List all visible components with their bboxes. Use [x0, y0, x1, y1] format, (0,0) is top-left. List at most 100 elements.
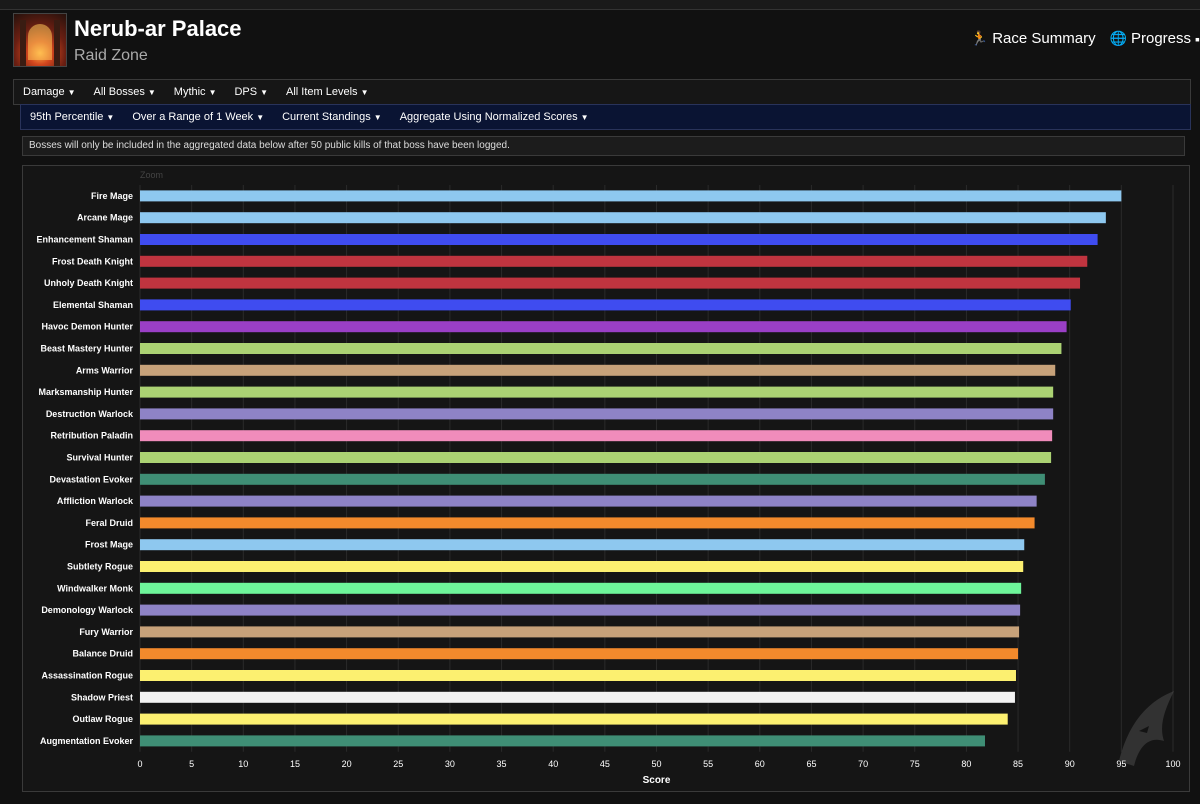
- bar-chart: Zoom 0 5 10 15 20 25 30 35 40 45 50 55 60 65 70 75 80 85 90…: [36, 170, 1180, 786]
- bar[interactable]: [140, 343, 1062, 354]
- category-label: Fury Warrior: [79, 627, 133, 637]
- bar[interactable]: [140, 364, 1056, 376]
- category-label: Survival Hunter: [66, 453, 133, 463]
- metric-dropdown[interactable]: Damage ▼: [23, 86, 76, 98]
- x-tick-label: 35: [497, 759, 507, 769]
- percentile-dropdown[interactable]: 95th Percentile ▼: [30, 111, 115, 123]
- x-tick-label: 25: [393, 759, 403, 769]
- caret-down-icon: ▼: [67, 88, 76, 97]
- category-label: Outlaw Rogue: [73, 714, 134, 724]
- bar[interactable]: [140, 299, 1071, 311]
- bar[interactable]: [140, 234, 1098, 245]
- x-tick-label: 0: [137, 759, 142, 769]
- bar[interactable]: [140, 386, 1054, 398]
- category-label: Arms Warrior: [76, 365, 134, 375]
- bar[interactable]: [140, 408, 1054, 420]
- site-logo-icon: [1119, 691, 1174, 766]
- caret-down-icon: ▼: [360, 88, 369, 97]
- notice-banner: Bosses will only be included in the aggr…: [22, 136, 1185, 156]
- category-label: Elemental Shaman: [53, 300, 133, 310]
- bar[interactable]: [140, 670, 1016, 681]
- zone-image-icon: [13, 13, 67, 67]
- x-tick-label: 80: [961, 759, 971, 769]
- category-label: Fire Mage: [91, 191, 133, 201]
- category-label: Devastation Evoker: [49, 474, 133, 484]
- category-label: Subtlety Rogue: [67, 562, 133, 572]
- x-tick-label: 40: [548, 759, 558, 769]
- runner-icon: 🏃: [970, 30, 989, 46]
- progress-label: Progress: [1131, 30, 1192, 47]
- difficulty-dropdown[interactable]: Mythic ▼: [173, 86, 217, 98]
- bar[interactable]: [140, 495, 1037, 507]
- bar[interactable]: [140, 321, 1067, 333]
- caret-down-icon: ▼: [147, 88, 156, 97]
- caret-down-icon: ▼: [260, 88, 269, 97]
- zoom-label[interactable]: Zoom: [140, 170, 163, 180]
- item-level-dropdown[interactable]: All Item Levels ▼: [286, 86, 369, 98]
- bar[interactable]: [140, 561, 1024, 572]
- bar[interactable]: [140, 190, 1122, 202]
- standings-dropdown[interactable]: Current Standings ▼: [282, 111, 382, 123]
- bar[interactable]: [140, 452, 1052, 463]
- x-tick-label: 60: [755, 759, 765, 769]
- category-label: Marksmanship Hunter: [38, 387, 133, 397]
- bar[interactable]: [140, 582, 1022, 594]
- x-tick-label: 70: [858, 759, 868, 769]
- top-strip: [0, 0, 1200, 10]
- chart-container: Zoom 0 5 10 15 20 25 30 35 40 45 50 55 60 65 70 75 80 85 90…: [22, 165, 1190, 792]
- bar[interactable]: [140, 473, 1045, 485]
- category-label: Havoc Demon Hunter: [41, 322, 133, 332]
- category-label: Enhancement Shaman: [36, 235, 133, 245]
- category-label: Affliction Warlock: [57, 496, 134, 506]
- x-tick-label: 95: [1116, 759, 1126, 769]
- page-subtitle: Raid Zone: [74, 47, 148, 64]
- bar[interactable]: [140, 539, 1025, 551]
- bar[interactable]: [140, 212, 1106, 224]
- zone-header: Nerub-ar Palace Raid Zone 🏃 Race Summary…: [0, 10, 1200, 70]
- category-label: Windwalker Monk: [57, 583, 134, 593]
- bar[interactable]: [140, 604, 1021, 616]
- x-tick-label: 90: [1065, 759, 1075, 769]
- category-label: Demonology Warlock: [41, 605, 134, 615]
- page-title: Nerub-ar Palace: [74, 16, 242, 41]
- category-label: Feral Druid: [85, 518, 133, 528]
- bar[interactable]: [140, 648, 1019, 660]
- x-tick-label: 75: [910, 759, 920, 769]
- category-label: Frost Mage: [85, 540, 133, 550]
- caret-down-icon: ▼: [373, 113, 382, 122]
- caret-down-icon: ▼: [106, 113, 115, 122]
- category-label: Beast Mastery Hunter: [40, 344, 133, 354]
- caret-down-icon: ▼: [256, 113, 265, 122]
- x-tick-label: 10: [238, 759, 248, 769]
- header-links: 🏃 Race Summary 🌐 Progress ▪: [971, 30, 1200, 47]
- x-axis-title: Score: [643, 775, 671, 786]
- x-tick-label: 20: [342, 759, 352, 769]
- bar[interactable]: [140, 255, 1088, 267]
- caret-down-icon: ▼: [580, 113, 589, 122]
- x-tick-label: 85: [1013, 759, 1023, 769]
- bar[interactable]: [140, 735, 985, 747]
- category-label: Destruction Warlock: [46, 409, 134, 419]
- range-dropdown[interactable]: Over a Range of 1 Week ▼: [132, 111, 265, 123]
- x-tick-label: 65: [806, 759, 816, 769]
- boss-dropdown[interactable]: All Bosses ▼: [93, 86, 156, 98]
- bar[interactable]: [140, 691, 1015, 703]
- category-label: Retribution Paladin: [50, 431, 133, 441]
- aggregate-dropdown[interactable]: Aggregate Using Normalized Scores ▼: [399, 111, 589, 123]
- globe-icon: 🌐: [1109, 30, 1127, 46]
- role-dropdown[interactable]: DPS ▼: [234, 86, 269, 98]
- bar[interactable]: [140, 713, 1008, 725]
- race-summary-link[interactable]: 🏃 Race Summary: [971, 30, 1096, 47]
- primary-filter-bar: Damage ▼ All Bosses ▼ Mythic ▼ DPS ▼ All Ite…: [13, 79, 1191, 105]
- bar[interactable]: [140, 430, 1053, 442]
- bar[interactable]: [140, 626, 1020, 638]
- progress-link[interactable]: 🌐 Progress ▪: [1110, 30, 1200, 47]
- x-tick-label: 100: [1165, 759, 1180, 769]
- category-label: Unholy Death Knight: [44, 278, 133, 288]
- category-label: Balance Druid: [72, 649, 133, 659]
- category-label: Assassination Rogue: [41, 671, 133, 681]
- bar[interactable]: [140, 277, 1081, 289]
- x-tick-label: 15: [290, 759, 300, 769]
- race-summary-label: Race Summary: [992, 30, 1096, 47]
- bar[interactable]: [140, 517, 1035, 529]
